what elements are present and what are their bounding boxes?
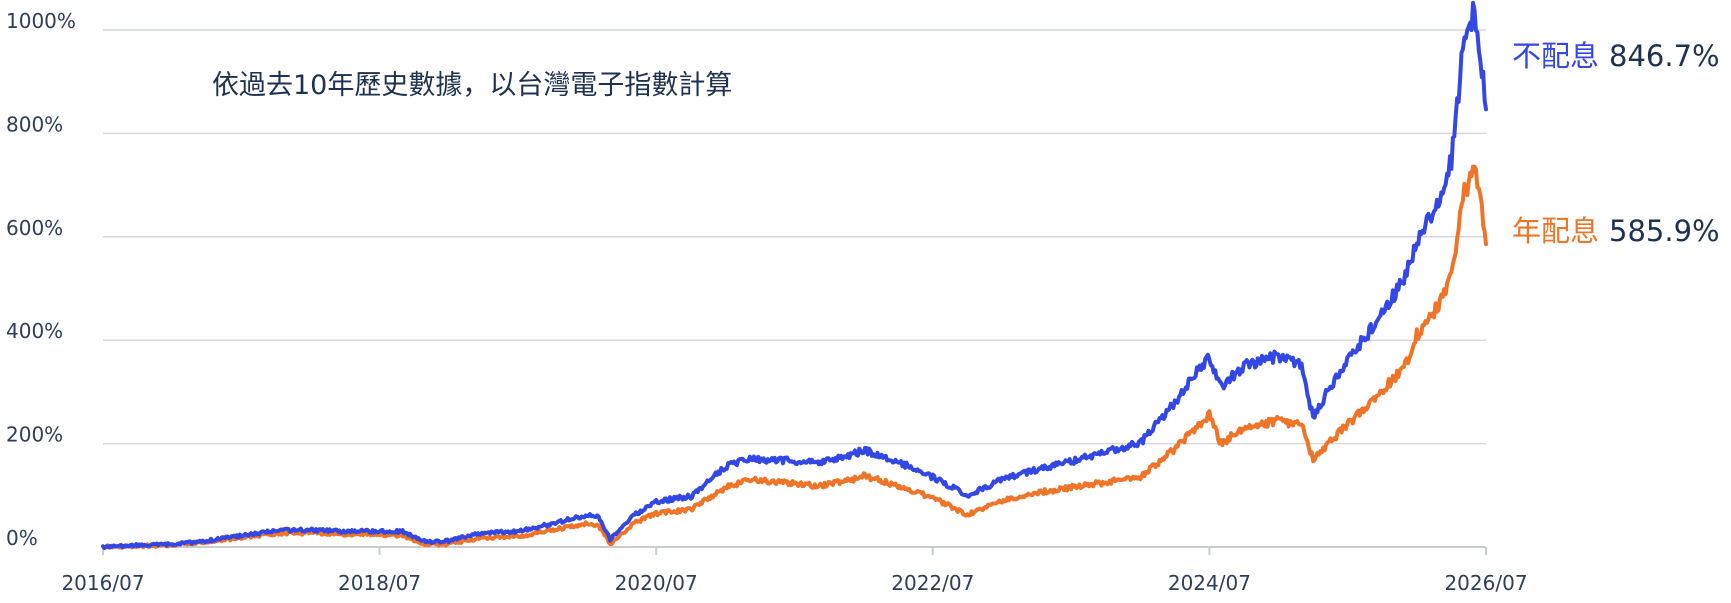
series-line-annual-dividend	[101, 164, 1488, 551]
end-label-no-dividend: 不配息 846.7%	[1512, 39, 1720, 73]
x-tick-label: 2026/07	[1444, 571, 1527, 595]
series-name: 年配息	[1512, 214, 1599, 248]
chart-subtitle: 依過去10年歷史數據，以台灣電子指數計算	[212, 70, 732, 101]
y-tick-label: 600%	[6, 216, 63, 240]
x-tick-label: 2016/07	[61, 571, 144, 595]
axes	[102, 546, 1487, 555]
labels: 依過去10年歷史數據，以台灣電子指數計算 0% 200% 400% 600% 800% 1…	[6, 9, 1720, 595]
end-label-annual-dividend: 年配息 585.9%	[1512, 214, 1720, 248]
y-tick-label: 800%	[6, 112, 63, 136]
series-final-value: 585.9%	[1609, 214, 1720, 248]
y-tick-label: 1000%	[6, 9, 76, 33]
series-final-value: 846.7%	[1609, 39, 1720, 73]
x-tick-label: 2024/07	[1168, 571, 1251, 595]
grid-lines	[103, 29, 1486, 445]
y-tick-label: 400%	[6, 319, 63, 343]
x-tick-label: 2020/07	[615, 571, 698, 595]
series-line-no-dividend	[101, 0, 1488, 550]
series-name: 不配息	[1512, 39, 1599, 73]
y-tick-label: 0%	[6, 526, 38, 550]
x-tick-label: 2018/07	[338, 571, 421, 595]
series-lines	[101, 0, 1488, 551]
y-tick-label: 200%	[6, 423, 63, 447]
x-tick-label: 2022/07	[891, 571, 974, 595]
